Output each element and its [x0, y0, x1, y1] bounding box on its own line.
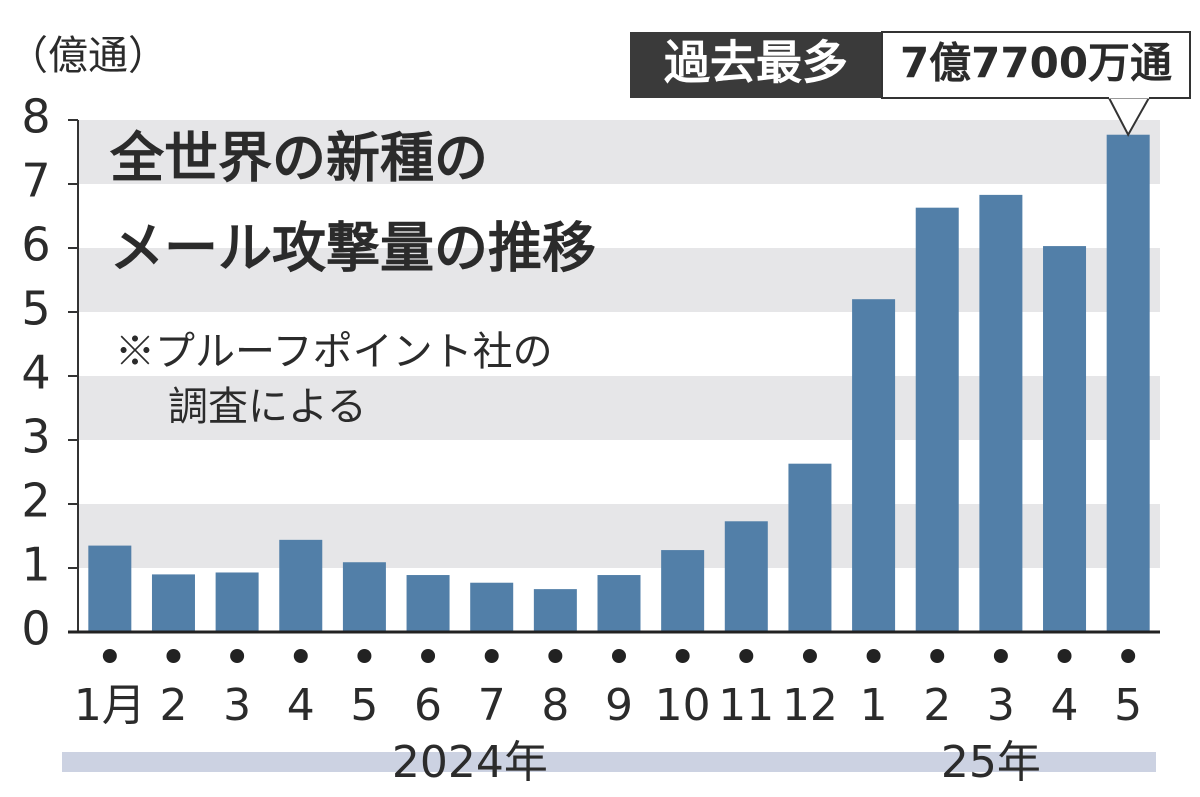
category-dot	[612, 649, 626, 663]
category-dot	[1121, 649, 1136, 663]
group-bar	[62, 752, 838, 772]
category-dot	[102, 649, 117, 663]
x-tick-label: 1月	[74, 680, 146, 731]
category-dot	[1057, 649, 1072, 663]
bar	[406, 575, 450, 632]
bar	[788, 463, 832, 632]
category-dot	[993, 649, 1008, 663]
bar	[342, 562, 386, 632]
y-tick-label: 5	[21, 282, 50, 336]
note: ※プルーフポイント社の	[115, 329, 553, 375]
x-tick-label: 10	[655, 680, 711, 731]
note: 調査による	[168, 384, 367, 430]
group-label: 25年	[941, 737, 1041, 788]
x-tick-label: 3	[223, 680, 251, 731]
group-label: 2024年	[392, 737, 548, 788]
chart-title: メール攻撃量の推移	[110, 217, 596, 280]
category-dot	[675, 649, 690, 663]
x-tick-label: 4	[1051, 680, 1079, 731]
y-tick-label: 1	[21, 538, 50, 592]
y-tick-label: 4	[21, 346, 50, 400]
bar	[533, 589, 577, 632]
category-dot	[230, 649, 245, 663]
bar	[597, 575, 641, 632]
x-tick-label: 5	[350, 680, 378, 731]
x-tick-label: 1	[860, 680, 888, 731]
x-tick-label: 7	[478, 680, 506, 731]
bar	[1043, 246, 1087, 632]
grid-band	[78, 120, 1160, 184]
category-dot	[930, 649, 945, 663]
category-dot	[802, 649, 817, 663]
bar	[724, 521, 768, 632]
y-unit: （億通）	[8, 33, 168, 79]
category-dot	[357, 649, 372, 663]
x-tick-label: 6	[414, 680, 442, 731]
bar	[151, 574, 195, 632]
x-tick-label: 12	[782, 680, 838, 731]
group-bar	[835, 752, 1156, 772]
value-label-box	[881, 31, 1191, 99]
category-dot	[866, 649, 881, 663]
bar	[661, 550, 705, 632]
y-tick-label: 3	[21, 410, 50, 464]
x-tick-label: 5	[1114, 680, 1142, 731]
bar	[852, 299, 896, 632]
y-tick-label: 7	[21, 154, 50, 208]
category-dot	[739, 649, 754, 663]
x-tick-label: 9	[605, 680, 633, 731]
x-tick-label: 11	[718, 680, 774, 731]
bar	[88, 545, 132, 632]
y-tick-label: 0	[21, 602, 50, 656]
bar	[279, 539, 323, 632]
category-dot	[484, 649, 499, 663]
bar	[215, 572, 259, 632]
value-label: 7億7700万通	[900, 39, 1172, 88]
annotation-box	[630, 32, 882, 98]
category-dot	[166, 649, 181, 663]
x-tick-label: 2	[923, 680, 951, 731]
category-dot	[548, 649, 563, 663]
x-tick-label: 2	[159, 680, 187, 731]
x-tick-label: 4	[287, 680, 315, 731]
chart-title: 全世界の新種の	[109, 127, 488, 190]
bar	[1106, 134, 1150, 632]
bar	[915, 207, 959, 632]
category-dot	[421, 649, 436, 663]
bar	[470, 582, 514, 632]
category-dot	[293, 649, 308, 663]
y-tick-label: 6	[21, 218, 50, 272]
y-tick-label: 8	[21, 90, 50, 144]
bar	[979, 194, 1023, 632]
x-tick-label: 8	[541, 680, 569, 731]
annotation: 過去最多	[664, 36, 848, 90]
y-tick-label: 2	[21, 474, 50, 528]
x-tick-label: 3	[987, 680, 1015, 731]
